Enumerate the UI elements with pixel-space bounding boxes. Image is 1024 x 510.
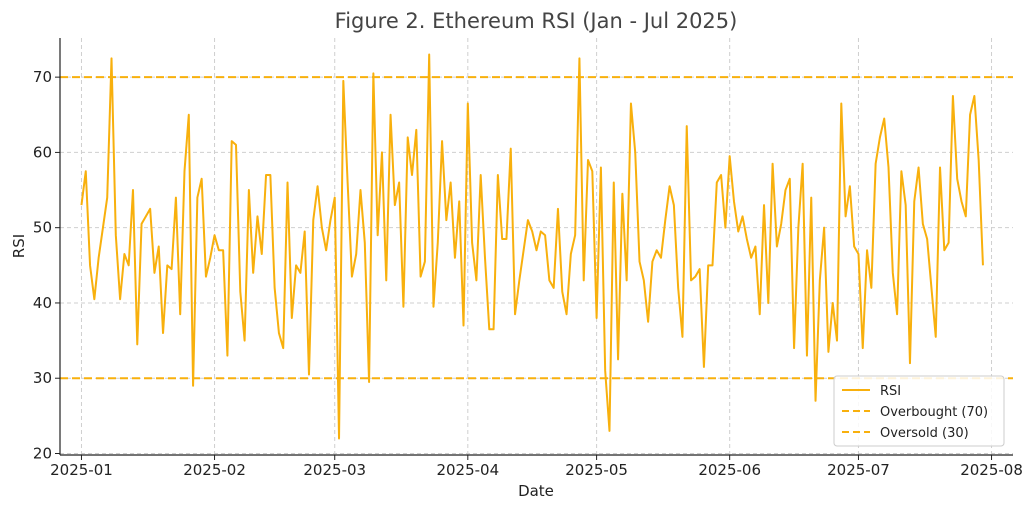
legend-label-oversold: Oversold (30) (880, 426, 969, 441)
y-tick-label: 20 (33, 444, 52, 462)
y-ticks: 20 30 40 50 60 70 (33, 68, 60, 462)
x-tick-label: 2025-03 (303, 461, 366, 479)
legend-label-overbought: Overbought (70) (880, 405, 988, 420)
chart-title: Figure 2. Ethereum RSI (Jan - Jul 2025) (335, 9, 738, 33)
x-tick-label: 2025-01 (50, 461, 113, 479)
y-tick-label: 40 (33, 294, 52, 312)
y-tick-label: 50 (33, 219, 52, 237)
legend: RSI Overbought (70) Oversold (30) (833, 375, 1005, 447)
legend-label-rsi: RSI (880, 384, 901, 399)
y-tick-label: 70 (33, 68, 52, 86)
x-axis-label: Date (518, 482, 554, 500)
x-ticks: 2025-01 2025-02 2025-03 2025-04 2025-05 2025-… (50, 455, 1023, 479)
series-layer (80, 53, 984, 440)
x-tick-label: 2025-05 (565, 461, 628, 479)
y-tick-label: 30 (33, 369, 52, 387)
y-tick-label: 60 (33, 143, 52, 161)
rsi-series-line (80, 53, 984, 440)
x-tick-label: 2025-06 (698, 461, 761, 479)
legend-box (833, 375, 1005, 447)
x-tick-label: 2025-08 (960, 461, 1023, 479)
axes (59, 38, 1013, 456)
x-tick-label: 2025-07 (827, 461, 890, 479)
x-tick-label: 2025-04 (436, 461, 499, 479)
y-axis-label: RSI (10, 234, 28, 258)
x-tick-label: 2025-02 (183, 461, 246, 479)
